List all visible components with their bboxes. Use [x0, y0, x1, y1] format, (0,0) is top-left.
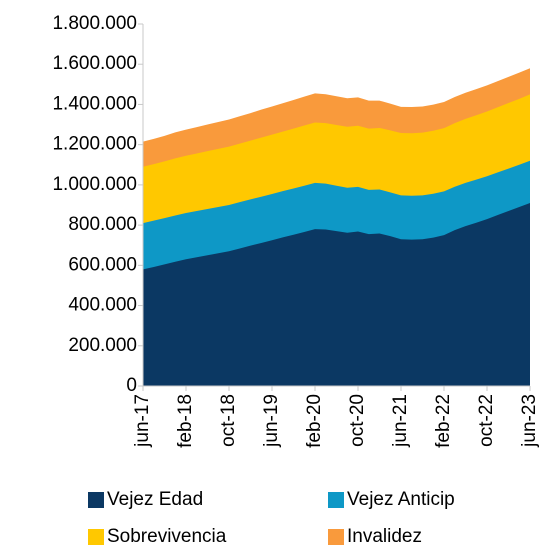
x-tick-label: jun-17 [132, 394, 153, 448]
y-tick-label: 1.800.000 [52, 13, 137, 34]
x-tick-label: feb-18 [175, 394, 196, 448]
x-tick-label: jun-19 [261, 394, 282, 448]
x-tick-label: feb-20 [304, 394, 325, 448]
legend-swatch [88, 529, 104, 545]
y-tick-label: 1.400.000 [52, 93, 137, 114]
x-tick-label: jun-23 [519, 394, 540, 448]
legend-swatch [88, 492, 104, 508]
y-tick-label: 1.200.000 [52, 134, 137, 155]
y-tick-label: 200.000 [68, 335, 137, 356]
legend-label: Invalidez [347, 526, 422, 547]
x-tick-label: feb-22 [433, 394, 454, 448]
y-tick-label: 1.600.000 [52, 53, 137, 74]
legend-swatch [328, 529, 344, 545]
legend-label: Sobrevivencia [107, 526, 227, 547]
y-tick-label: 400.000 [68, 295, 137, 316]
area [143, 202, 530, 386]
y-tick-label: 600.000 [68, 254, 137, 275]
legend-label: Vejez Edad [107, 489, 203, 510]
x-tick-label: oct-20 [347, 394, 368, 447]
y-tick-label: 1.000.000 [52, 174, 137, 195]
x-tick-label: jun-21 [390, 394, 411, 448]
x-tick-label: oct-22 [476, 394, 497, 447]
legend-label: Vejez Anticip [347, 489, 455, 510]
legend-swatch [328, 492, 344, 508]
y-tick-label: 0 [126, 375, 137, 396]
x-tick-label: oct-18 [218, 394, 239, 447]
y-tick-label: 800.000 [68, 214, 137, 235]
